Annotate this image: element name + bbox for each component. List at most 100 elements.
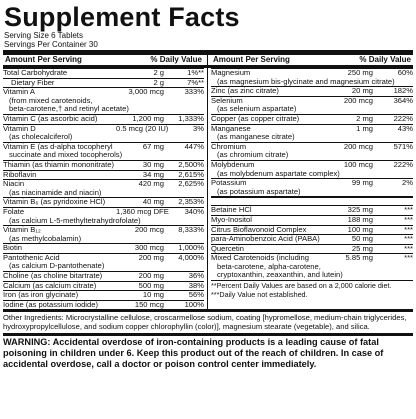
supplement-facts-label: Supplement Facts Serving Size 6 Tablets … [3,3,413,413]
nutrient-source-note: (as cholecalciferol) [9,132,73,142]
nutrient-daily-value: 38% [188,280,204,290]
right-nutrient-column: Magnesium 250 mg 60% (as magnesium bis-glyc… [208,68,413,309]
nutrient-amount: 100 mg [347,224,373,234]
nutrient-name: Selenium [211,96,243,105]
nutrient-amount: 2 g [153,68,164,77]
header-row: Amount Per Serving % Daily Value Amount … [3,55,413,65]
nutrient-source-note: (as selenium aspartate) [217,104,297,114]
nutrient-daily-value: 2,500% [178,159,204,169]
nutrient-source-note: (from mixed carotenoids, [9,95,93,105]
nutrient-row: Thiamin (as thiamin mononitrate) 30 mg 2,5… [3,159,204,170]
nutrient-row: Iron (as iron glycinate) 10 mg 56% [3,290,204,300]
nutrient-name: Zinc (as zinc citrate) [211,87,279,96]
nutrient-amount: 200 mcg [343,141,373,151]
nutrient-daily-value: 364% [393,95,413,105]
nutrient-source-note: succinate and mixed tocopherols) [9,150,123,160]
nutrient-row: Myo-Inositol 188 mg *** [211,214,413,225]
nutrient-amount: 200 mcg [343,95,373,105]
nutrient-daily-value: *** [404,214,413,224]
nutrient-amount: 3,000 mcg [128,87,164,97]
label-title: Supplement Facts [4,3,240,32]
nutrient-row: Magnesium 250 mg 60% [211,68,413,78]
nutrient-amount: 150 mcg [134,299,164,309]
nutrient-amount: 20 mg [351,86,373,96]
nutrient-source-note: (as calcium D-pantothenate) [9,261,105,271]
dv-header: % Daily Value [150,55,202,64]
nutrient-amount: 100 mcg [343,159,373,169]
nutrient-row: Copper (as copper citrate) 2 mg 222% [211,113,413,124]
nutrient-name: Chromium [211,142,247,151]
nutrient-daily-value: 1,333% [178,113,204,123]
other-ingredients: Other Ingredients: Microcrystalline cell… [3,309,413,331]
nutrient-amount: 250 mg [347,68,373,77]
nutrient-daily-value: 3% [193,123,204,133]
nutrient-amount: 300 mcg [134,243,164,253]
nutrient-daily-value: 2% [402,178,413,188]
nutrient-daily-value: *** [404,234,413,244]
nutrient-row: Chromium 200 mcg 571% [211,141,413,152]
nutrient-name: Dietary Fiber [11,78,55,87]
nutrient-row: Selenium 200 mcg 364% [211,95,413,106]
top-rule [3,50,413,55]
nutrient-amount: 5.85 mg [345,253,373,263]
nutrient-daily-value: 2,353% [178,197,204,207]
nutrient-source-note: (as methylcobalamin) [9,233,82,243]
nutrient-columns: Total Carbohydrate 2 g 1%** Dietary Fiber 2 … [3,68,413,310]
nutrient-name: Pantothenic Acid [3,253,60,262]
nutrient-row: Vitamin B₆ (as pyridoxine HCl) 40 mg 2,353… [3,197,204,207]
nutrient-amount: 188 mg [347,214,373,224]
nutrient-row: Zinc (as zinc citrate) 20 mg 182% [211,86,413,96]
serving-size: Serving Size 6 Tablets [4,31,84,40]
nutrient-name: Citrus Bioflavonoid Complex [211,225,307,234]
nutrient-amount: 1,200 mg [132,113,164,123]
nutrient-daily-value: 2,625% [178,179,204,189]
nutrient-daily-value: 333% [184,87,204,97]
nutrient-amount: 1,360 mcg DFE [116,206,169,216]
section-divider [211,196,413,205]
nutrient-amount: 2 mg [356,113,373,123]
nutrient-amount: 500 mg [138,280,164,290]
nutrient-name: Quercetin [211,244,244,253]
nutrient-name: Potassium [211,179,247,188]
nutrient-amount: 0.5 mcg (20 IU) [116,123,169,133]
nutrient-daily-value: *** [404,224,413,234]
nutrient-amount: 2 g [153,77,164,87]
dv-header: % Daily Value [359,55,411,64]
nutrient-amount: 200 mcg [134,225,164,235]
nutrient-amount: 50 mg [351,234,373,244]
nutrient-daily-value: 36% [188,271,204,281]
nutrient-name: Vitamin C (as ascorbic acid) [3,114,98,123]
nutrient-name: Iron (as iron glycinate) [3,291,79,300]
nutrient-amount: 67 mg [142,141,164,151]
nutrient-name: Iodine (as potassium iodide) [3,300,98,309]
nutrient-amount: 200 mg [138,252,164,262]
nutrient-daily-value: *** [404,243,413,253]
amount-header: Amount Per Serving [5,55,82,64]
nutrient-name: Mixed Carotenoids (including [211,254,309,263]
nutrient-row: Riboflavin 34 mg 2,615% [3,169,204,180]
nutrient-name: para-Aminobenzoic Acid (PABA) [211,235,320,244]
nutrient-row: Molybdenum 100 mcg 222% [211,159,413,170]
nutrient-row: Vitamin E (as d-alpha tocopheryl 67 mg 447… [3,141,204,152]
nutrient-source-note: (as molybdenum aspartate complex) [217,168,340,178]
nutrient-amount: 30 mg [142,159,164,169]
nutrient-row: Vitamin D 0.5 mcg (20 IU) 3% [3,123,204,134]
nutrient-amount: 420 mg [138,179,164,189]
footnote-dv: **Percent Daily Values are based on a 2,… [211,281,392,291]
nutrient-name: Betaine HCl [211,206,252,215]
nutrient-daily-value: 7%** [187,77,204,87]
nutrient-row: Dietary Fiber 2 g 7%** [3,77,204,88]
nutrient-daily-value: *** [404,253,413,263]
nutrient-row: Quercetin 25 mg *** [211,243,413,254]
amount-header: Amount Per Serving [213,55,290,64]
nutrient-name: Vitamin D [3,124,36,133]
nutrient-row: Mixed Carotenoids (including 5.85 mg *** [211,253,413,263]
nutrient-name: Total Carbohydrate [3,69,68,77]
nutrient-source-note: (as chromium citrate) [217,150,289,160]
nutrient-row: Manganese 1 mg 43% [211,123,413,134]
nutrient-row: Vitamin B₁₂ 200 mcg 8,333% [3,225,204,235]
nutrient-row: Calcium (as calcium citrate) 500 mg 38% [3,280,204,291]
nutrient-amount: 10 mg [142,290,164,300]
nutrient-row: Vitamin A 3,000 mcg 333% [3,87,204,97]
nutrient-name: Folate [3,207,25,216]
